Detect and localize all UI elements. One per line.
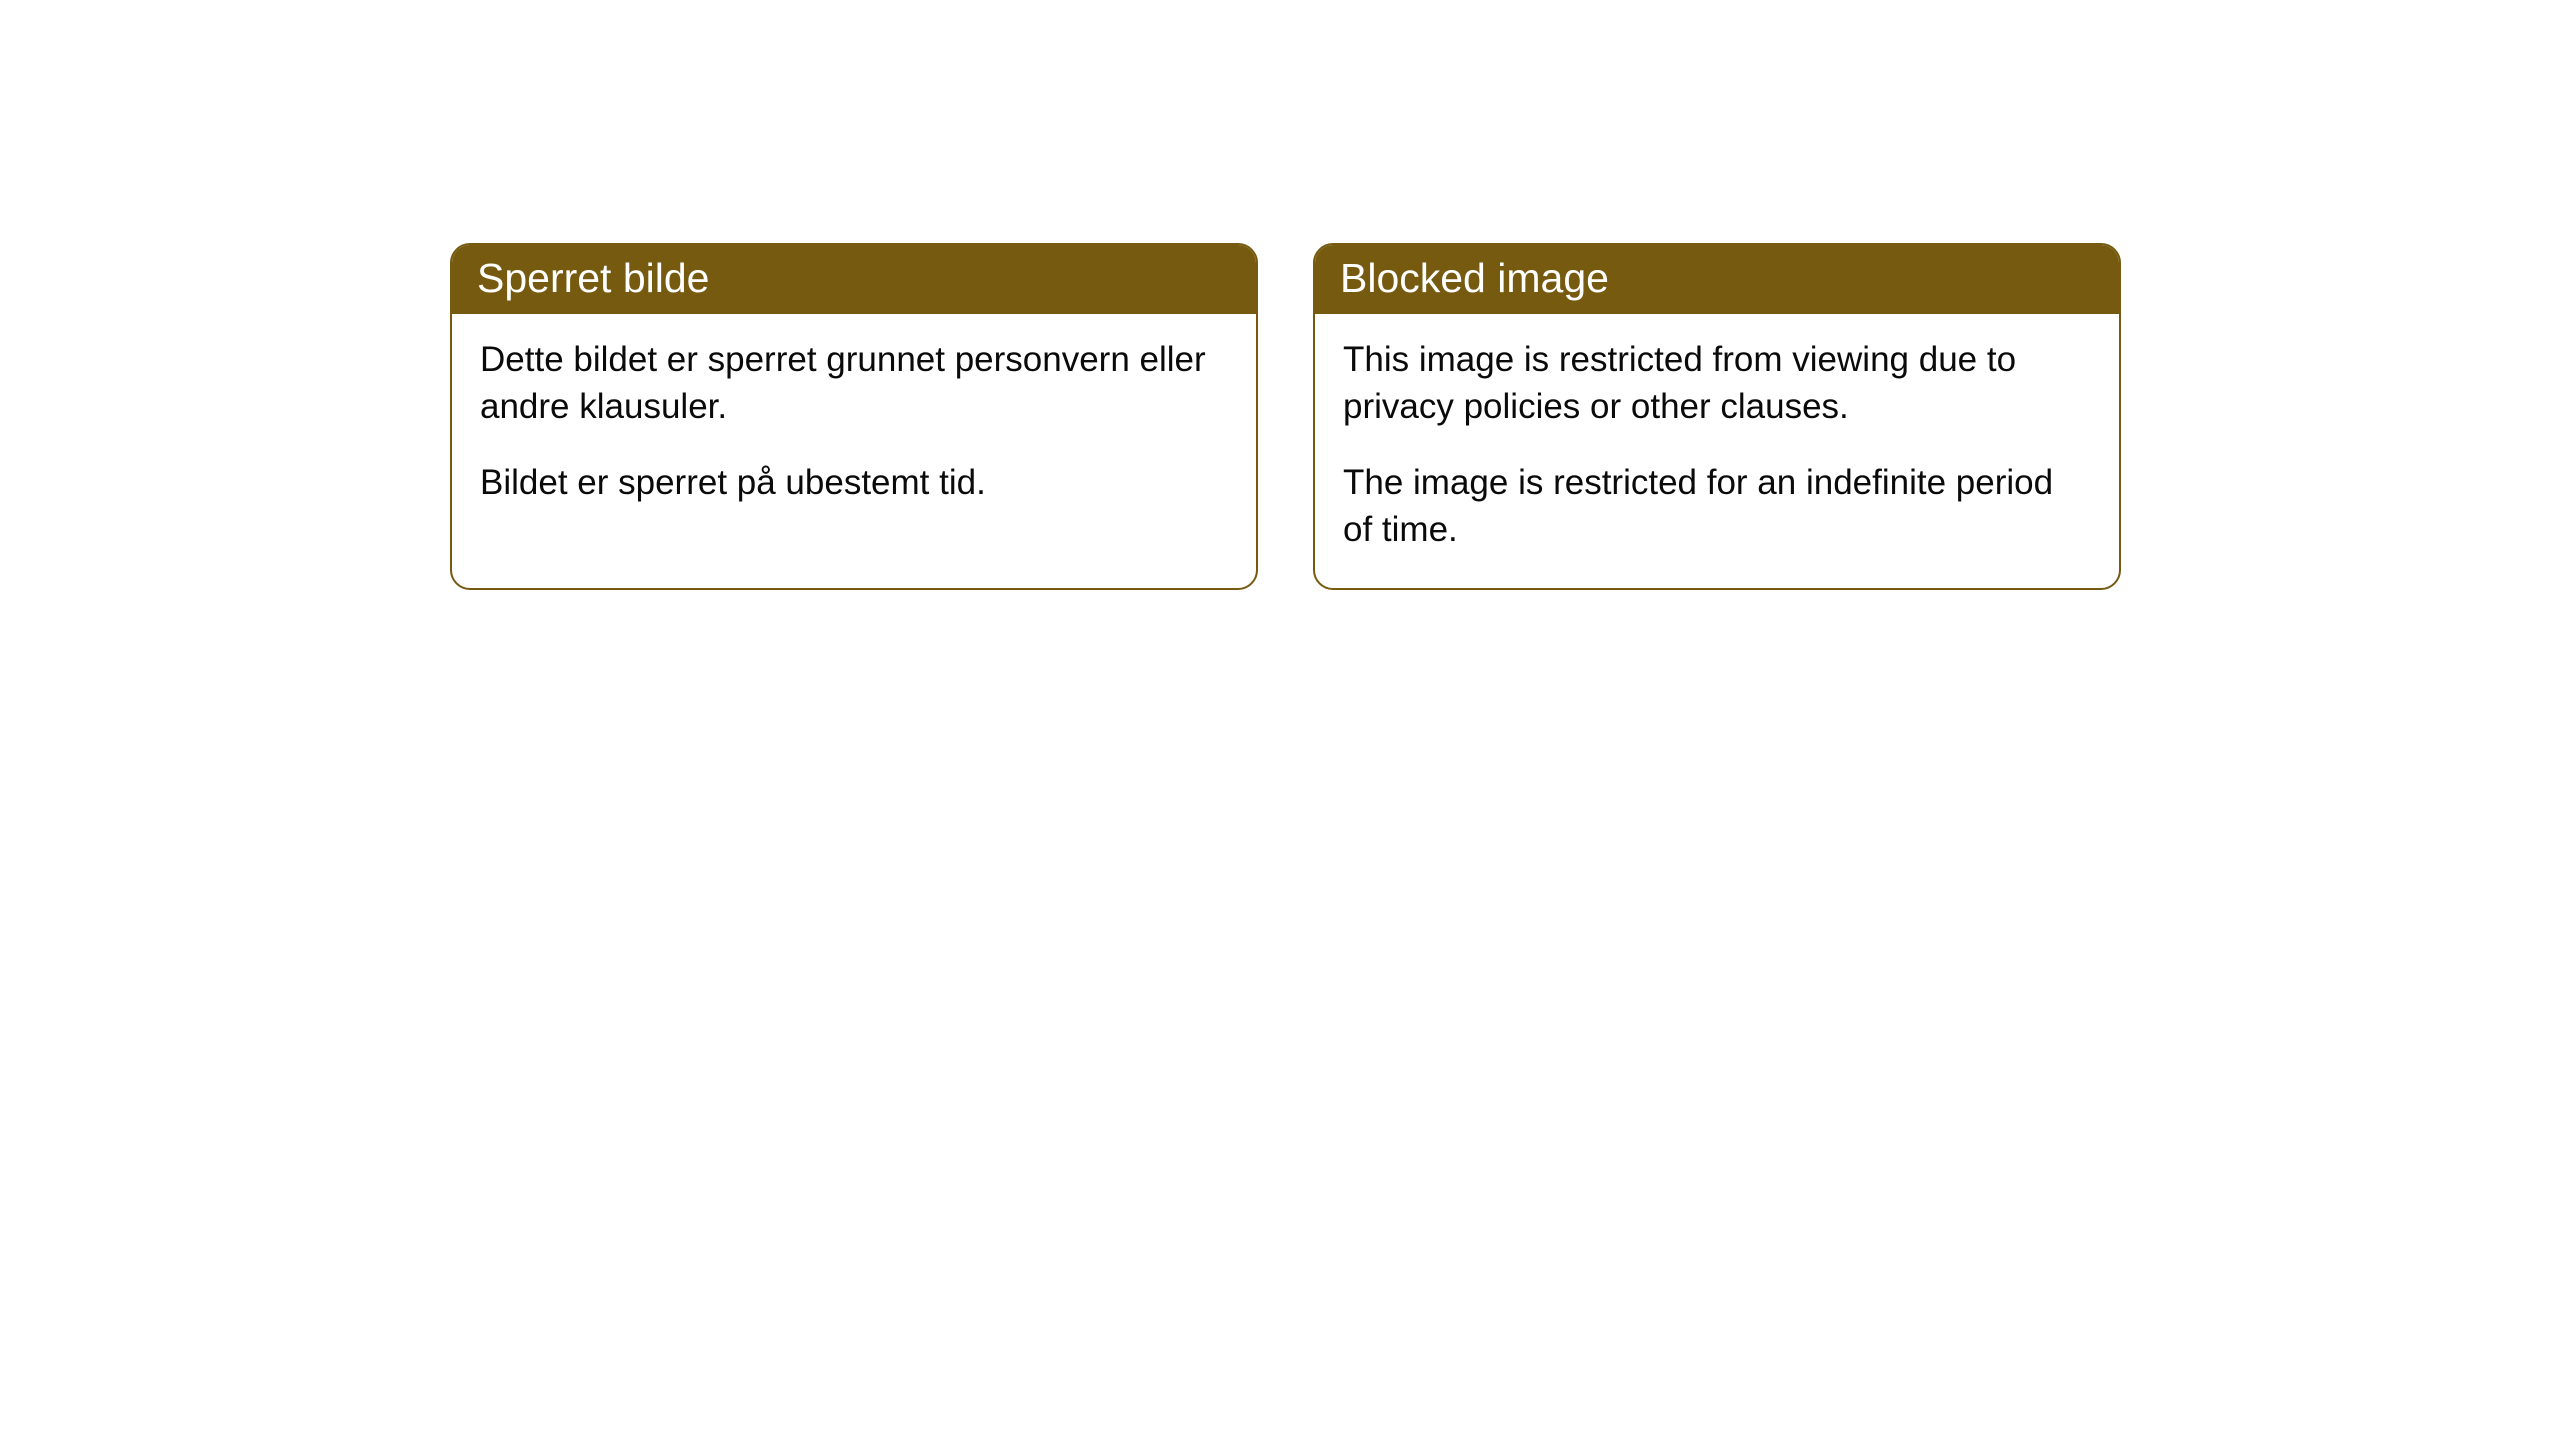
card-paragraph: Bildet er sperret på ubestemt tid. (480, 459, 1228, 506)
card-title: Sperret bilde (477, 255, 709, 301)
blocked-image-card-english: Blocked image This image is restricted f… (1313, 243, 2121, 590)
card-paragraph: The image is restricted for an indefinit… (1343, 459, 2091, 554)
card-paragraph: Dette bildet er sperret grunnet personve… (480, 336, 1228, 431)
blocked-image-card-norwegian: Sperret bilde Dette bildet er sperret gr… (450, 243, 1258, 590)
card-header: Sperret bilde (452, 245, 1256, 314)
card-header: Blocked image (1315, 245, 2119, 314)
card-title: Blocked image (1340, 255, 1609, 301)
card-paragraph: This image is restricted from viewing du… (1343, 336, 2091, 431)
notice-cards-container: Sperret bilde Dette bildet er sperret gr… (450, 243, 2121, 590)
card-body: This image is restricted from viewing du… (1315, 314, 2119, 588)
card-body: Dette bildet er sperret grunnet personve… (452, 314, 1256, 541)
